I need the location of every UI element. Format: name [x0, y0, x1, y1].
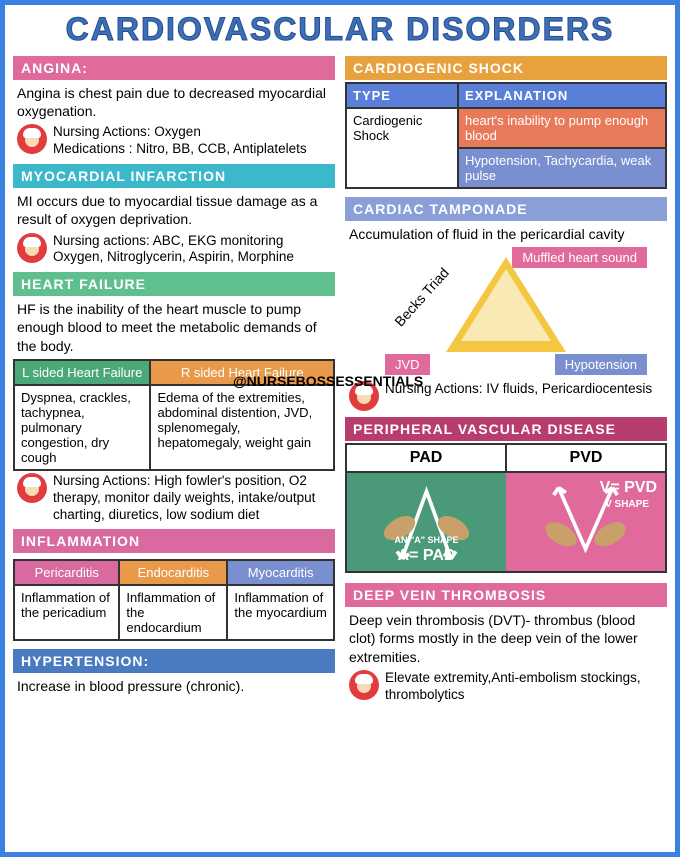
angina-nursing-row: Nursing Actions: Oxygen Medications : Ni… — [13, 122, 335, 160]
pad-diagram: AN "A" SHAPE A= PAD — [347, 473, 506, 571]
page-title: CARDIOVASCULAR DISORDERS — [5, 5, 675, 52]
triad-label: Becks Triad — [391, 265, 452, 330]
dvt-nursing-row: Elevate extremity,Anti-embolism stocking… — [345, 668, 667, 706]
tamponade-header: CARDIAC TAMPONADE — [345, 197, 667, 221]
tamponade-nursing-text: Nursing Actions: IV fluids, Pericardioce… — [385, 381, 652, 398]
inflammation-table: Pericarditis Endocarditis Myocarditis In… — [13, 559, 335, 641]
mi-nursing-text: Nursing actions: ABC, EKG monitoring Oxy… — [53, 233, 331, 267]
cardiogenic-header: CARDIOGENIC SHOCK — [345, 56, 667, 80]
nurse-icon — [17, 124, 47, 154]
watermark: @NURSEBOSSESSENTIALS — [233, 373, 423, 389]
pvd-col-header: PVD — [507, 445, 665, 471]
dvt-nursing-text: Elevate extremity,Anti-embolism stocking… — [385, 670, 663, 704]
pad-text2: A= PAD — [347, 547, 506, 565]
dvt-text: Deep vein thrombosis (DVT)- thrombus (bl… — [345, 607, 667, 668]
cardio-type-header: TYPE — [346, 83, 458, 108]
pad-text1: AN "A" SHAPE — [347, 535, 506, 545]
inflam-c3-header: Myocarditis — [227, 560, 334, 585]
becks-triad-diagram: Muffled heart sound Becks Triad JVD Hypo… — [345, 249, 667, 379]
hf-nursing-text: Nursing Actions: High fowler's position,… — [53, 473, 331, 524]
nurse-icon — [349, 670, 379, 700]
tamponade-text: Accumulation of fluid in the pericardial… — [345, 221, 667, 245]
pad-header: PAD — [347, 445, 507, 471]
hf-header: HEART FAILURE — [13, 272, 335, 296]
hf-nursing-row: Nursing Actions: High fowler's position,… — [13, 471, 335, 526]
hf-left-cell: Dyspnea, crackles, tachypnea, pulmonary … — [14, 385, 150, 470]
pvd-header: PERIPHERAL VASCULAR DISEASE — [345, 417, 667, 441]
nurse-icon — [17, 233, 47, 263]
inflammation-header: INFLAMMATION — [13, 529, 335, 553]
dvt-header: DEEP VEIN THROMBOSIS — [345, 583, 667, 607]
cardio-exp1: heart's inability to pump enough blood — [458, 108, 666, 148]
triad-tag-hypo: Hypotension — [555, 354, 647, 375]
angina-text: Angina is chest pain due to decreased my… — [13, 80, 335, 122]
hf-text: HF is the inability of the heart muscle … — [13, 296, 335, 357]
angina-nursing-text: Nursing Actions: Oxygen Medications : Ni… — [53, 124, 307, 158]
cardio-type-cell: Cardiogenic Shock — [346, 108, 458, 188]
pvd-table-head: PAD PVD — [345, 443, 667, 473]
mi-header: MYOCARDIAL INFARCTION — [13, 164, 335, 188]
cardiogenic-table: TYPE EXPLANATION Cardiogenic Shock heart… — [345, 82, 667, 189]
mi-nursing-row: Nursing actions: ABC, EKG monitoring Oxy… — [13, 231, 335, 269]
inflam-c1: Inflammation of the pericadium — [14, 585, 119, 640]
angina-header: ANGINA: — [13, 56, 335, 80]
inflam-c1-header: Pericarditis — [14, 560, 119, 585]
pvd-diagram-right: V= PVD V SHAPE — [506, 473, 665, 571]
inflam-c3: Inflammation of the myocardium — [227, 585, 334, 640]
pvd-diagram: AN "A" SHAPE A= PAD V= PVD V SHAPE — [345, 473, 667, 573]
htn-header: HYPERTENSION: — [13, 649, 335, 673]
mi-text: MI occurs due to myocardial tissue damag… — [13, 188, 335, 230]
nurse-icon — [17, 473, 47, 503]
pvd-text1: V= PVD — [600, 479, 657, 497]
pvd-text2: V SHAPE — [605, 499, 649, 510]
cardio-exp-header: EXPLANATION — [458, 83, 666, 108]
cardio-exp2: Hypotension, Tachycardia, weak pulse — [458, 148, 666, 188]
inflam-c2-header: Endocarditis — [119, 560, 227, 585]
hf-left-header: L sided Heart Failure — [14, 360, 150, 385]
inflam-c2: Inflammation of the endocardium — [119, 585, 227, 640]
htn-text: Increase in blood pressure (chronic). — [13, 673, 335, 697]
hf-right-cell: Edema of the extremities, abdominal dist… — [150, 385, 334, 470]
triangle-icon — [446, 257, 566, 352]
